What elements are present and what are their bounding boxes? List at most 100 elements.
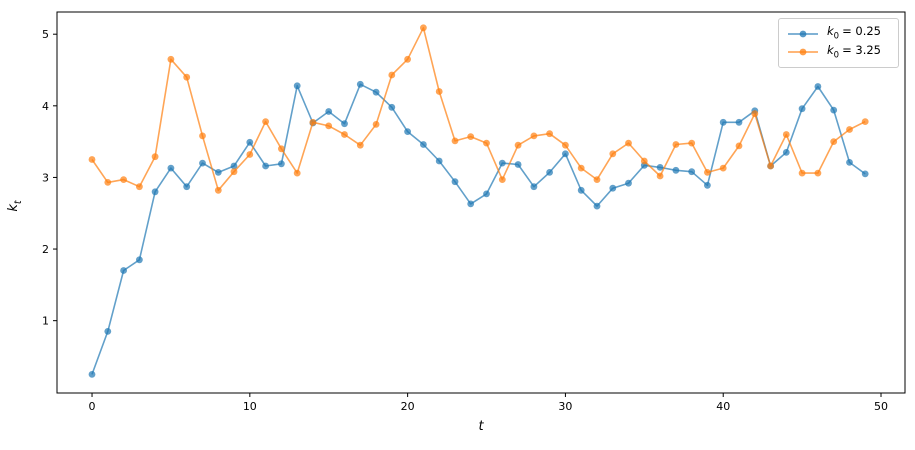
data-point-series-1: [830, 138, 838, 146]
data-point-series-1: [656, 172, 664, 180]
y-tick-label: 2: [42, 243, 49, 256]
data-point-series-0: [388, 103, 396, 111]
data-point-series-1: [577, 164, 585, 172]
data-point-series-0: [562, 150, 569, 158]
data-point-series-1: [688, 139, 696, 147]
data-point-series-0: [420, 141, 427, 148]
legend-marker-icon: [799, 30, 807, 37]
data-point-series-0: [104, 328, 112, 335]
data-point-series-0: [262, 162, 269, 170]
data-point-series-0: [735, 118, 743, 126]
y-tick-label: 4: [42, 100, 49, 113]
data-point-series-1: [372, 121, 380, 128]
data-point-series-1: [846, 126, 853, 133]
data-point-series-0: [151, 188, 159, 196]
series-line-0: [91, 83, 866, 375]
data-point-series-0: [609, 184, 617, 192]
data-point-series-0: [704, 181, 711, 189]
y-tick-label: 5: [42, 28, 49, 41]
x-axis-label-var: t: [478, 419, 484, 434]
legend-label-var: k: [827, 24, 834, 39]
data-point-series-1: [798, 169, 806, 177]
y-axis-label-sub: t: [12, 200, 24, 205]
data-point-series-0: [798, 105, 806, 113]
data-point-series-1: [530, 132, 538, 140]
data-point-series-1: [514, 141, 522, 149]
legend-line-marker-orange: [788, 49, 818, 56]
data-point-series-1: [278, 145, 285, 153]
data-point-series-1: [498, 176, 506, 184]
data-point-series-0: [846, 159, 853, 166]
data-point-series-1: [120, 176, 127, 184]
y-axis-label-var: k: [6, 204, 22, 212]
data-point-series-1: [388, 71, 396, 79]
data-point-series-1: [262, 118, 269, 125]
data-point-series-0: [593, 202, 601, 210]
x-tick-label: 20: [401, 400, 415, 413]
legend-item-series-0: k0 = 0.25: [786, 24, 891, 41]
data-point-series-1: [341, 131, 348, 138]
data-point-series-0: [230, 162, 238, 170]
data-point-series-1: [167, 55, 175, 63]
data-point-series-0: [120, 267, 127, 274]
data-point-series-0: [830, 106, 838, 114]
x-tick-label: 0: [89, 400, 96, 413]
data-point-series-1: [467, 133, 475, 141]
data-point-series-0: [136, 256, 143, 264]
data-point-series-1: [640, 157, 648, 165]
data-point-series-1: [562, 141, 569, 149]
data-point-series-1: [625, 139, 632, 147]
data-point-series-1: [483, 139, 490, 147]
data-point-series-1: [309, 118, 317, 126]
data-point-series-1: [356, 141, 364, 149]
data-point-series-1: [451, 137, 459, 145]
data-point-series-1: [861, 118, 869, 125]
data-point-series-1: [704, 169, 711, 176]
data-point-series-0: [546, 169, 553, 176]
data-point-series-0: [498, 159, 506, 167]
legend-marker-icon: [799, 49, 807, 56]
data-point-series-1: [735, 142, 743, 150]
data-point-series-0: [372, 88, 380, 96]
data-point-series-0: [88, 371, 96, 378]
x-tick-label: 50: [874, 400, 888, 413]
legend-label-value: = 3.25: [842, 43, 881, 58]
data-point-series-0: [341, 120, 348, 128]
data-point-series-0: [483, 190, 490, 198]
data-point-series-0: [514, 161, 522, 168]
data-point-series-0: [467, 200, 475, 208]
data-point-series-1: [325, 122, 333, 130]
data-point-series-1: [151, 153, 159, 161]
y-axis-label: kt: [6, 200, 24, 211]
data-point-series-1: [767, 162, 774, 170]
data-point-series-1: [293, 169, 301, 177]
data-point-series-0: [167, 164, 175, 172]
data-point-series-0: [625, 179, 632, 187]
data-point-series-0: [861, 170, 869, 178]
data-point-series-0: [577, 186, 585, 194]
data-point-series-1: [719, 164, 727, 172]
series-line-1: [91, 26, 866, 192]
data-point-series-0: [814, 83, 822, 90]
data-point-series-1: [214, 186, 222, 194]
axes-frame: [56, 11, 906, 394]
data-point-series-1: [435, 88, 443, 95]
data-point-series-0: [719, 118, 727, 126]
data-point-series-1: [230, 168, 238, 176]
data-point-series-0: [246, 138, 254, 146]
data-point-series-1: [782, 131, 790, 138]
legend-label-series-0: k0 = 0.25: [827, 24, 881, 41]
data-point-series-0: [435, 157, 443, 165]
data-point-series-0: [356, 80, 364, 88]
data-point-series-0: [404, 128, 411, 136]
data-point-series-0: [183, 183, 191, 191]
y-tick-label: 1: [42, 315, 49, 328]
data-point-series-1: [246, 151, 254, 158]
legend-label-var: k: [827, 43, 834, 58]
data-point-series-1: [404, 55, 411, 63]
data-point-series-0: [672, 166, 680, 174]
legend-label-sub: 0: [833, 50, 840, 61]
data-point-series-0: [451, 178, 459, 186]
